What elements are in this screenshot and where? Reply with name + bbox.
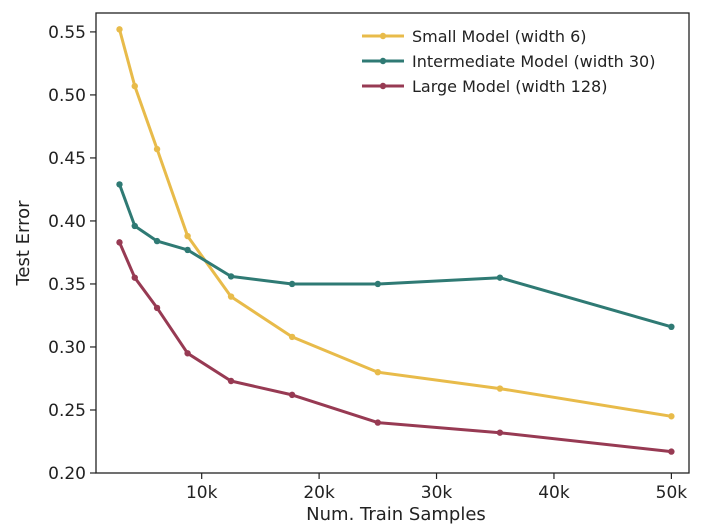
data-point — [153, 304, 161, 312]
data-point — [668, 413, 675, 420]
data-point — [227, 273, 235, 280]
y-tick-label: 0.25 — [48, 401, 86, 421]
data-point — [496, 429, 504, 436]
plot-frame — [95, 12, 690, 474]
data-point — [131, 222, 138, 230]
data-point — [668, 323, 675, 331]
series-layer — [116, 26, 675, 455]
data-point — [288, 280, 296, 288]
data-point — [374, 419, 382, 426]
data-point — [668, 448, 675, 455]
legend-label: Large Model (width 128) — [412, 77, 607, 96]
x-tick-label: 10k — [186, 483, 218, 503]
y-tick-label: 0.45 — [48, 149, 86, 169]
legend-label: Intermediate Model (width 30) — [412, 52, 655, 71]
y-tick-label: 0.55 — [48, 23, 86, 43]
data-point — [116, 239, 123, 246]
y-tick-label: 0.30 — [48, 338, 86, 358]
legend-marker — [379, 82, 387, 90]
legend-marker — [379, 32, 387, 40]
legend: Small Model (width 6) Intermediate Model … — [362, 27, 655, 96]
data-point — [116, 26, 123, 33]
x-tick-label: 20k — [303, 483, 335, 503]
x-tick-label: 50k — [656, 483, 688, 503]
data-point — [496, 274, 504, 281]
x-tick-label: 30k — [421, 483, 453, 503]
data-point — [374, 280, 382, 288]
data-point — [131, 274, 138, 281]
data-point — [184, 232, 191, 240]
x-tick-label: 40k — [538, 483, 570, 503]
y-axis-ticks: 0.20 0.25 0.30 0.35 0.40 0.45 0.50 0.55 — [48, 23, 96, 484]
y-tick-label: 0.35 — [48, 275, 86, 295]
data-point — [227, 377, 235, 385]
data-point — [184, 350, 191, 357]
data-point — [496, 385, 504, 392]
data-point — [116, 181, 123, 188]
data-point — [153, 145, 161, 153]
y-tick-label: 0.40 — [48, 212, 86, 232]
y-tick-label: 0.20 — [48, 464, 86, 484]
data-point — [288, 391, 296, 399]
x-axis-ticks: 10k 20k 30k 40k 50k — [186, 473, 687, 503]
legend-marker — [379, 57, 387, 65]
legend-label: Small Model (width 6) — [412, 27, 587, 46]
x-axis-label: Num. Train Samples — [306, 504, 486, 525]
data-point — [374, 368, 382, 376]
y-tick-label: 0.50 — [48, 86, 86, 106]
data-point — [131, 82, 138, 90]
series-line-2 — [118, 240, 673, 454]
data-point — [288, 333, 296, 341]
data-point — [184, 246, 191, 254]
data-point — [227, 293, 235, 300]
y-axis-label: Test Error — [13, 200, 34, 287]
data-point — [153, 237, 161, 245]
